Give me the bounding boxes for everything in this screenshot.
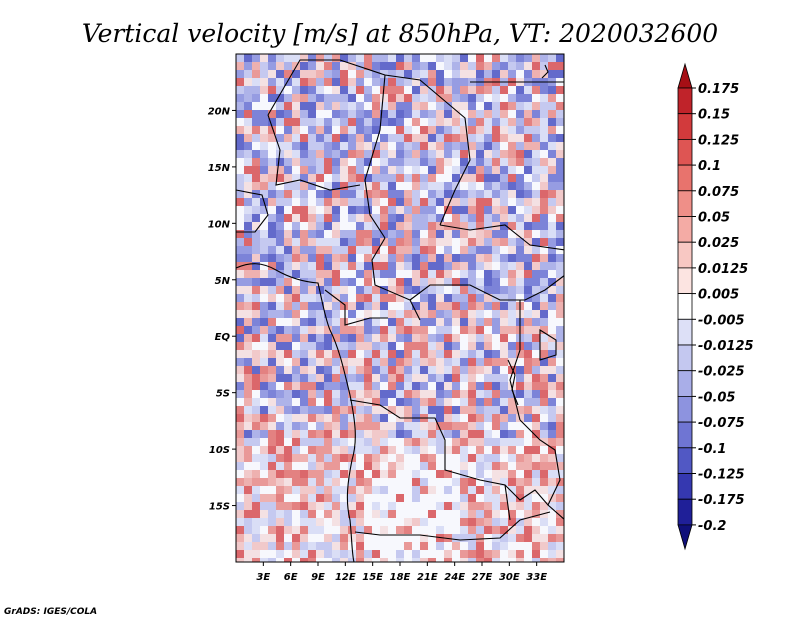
colorbar-label: -0.175: [698, 493, 745, 508]
x-tick-label: 24E: [444, 572, 465, 583]
colorbar-label: 0.1: [698, 159, 721, 174]
y-tick-label: EQ: [215, 332, 231, 343]
colorbar-label: -0.2: [698, 519, 726, 534]
x-tick-label: 18E: [390, 572, 411, 583]
colorbar-label: -0.05: [698, 390, 735, 405]
colorbar-segment: [677, 447, 693, 474]
x-tick-label: 15E: [362, 572, 383, 583]
colorbar: 0.175 0.15 0.125 0.1 0.075 0.05 0.025 0.0125 0.0…: [677, 62, 754, 551]
colorbar-segment: [677, 473, 693, 500]
vertical-velocity-field: [236, 54, 564, 562]
colorbar-label: -0.0125: [698, 339, 754, 354]
colorbar-segment: [677, 293, 693, 320]
x-tick-label: 30E: [499, 572, 520, 583]
y-tick-label: 5N: [215, 276, 231, 287]
y-tick-label: 15S: [209, 502, 230, 513]
y-tick-label: 10N: [208, 219, 231, 230]
y-axis: 20N 15N 10N 5N EQ 5S 10S 15S: [208, 106, 236, 513]
colorbar-segment: [677, 318, 693, 346]
colorbar-segment: [677, 421, 693, 449]
y-tick-label: 10S: [209, 445, 230, 456]
colorbar-segment: [677, 87, 693, 115]
x-tick-label: 9E: [311, 572, 325, 583]
colorbar-label: 0.05: [698, 211, 730, 226]
country-borders: [236, 59, 564, 562]
colorbar-segment: [677, 164, 693, 192]
chart-title: Vertical velocity [m/s] at 850hPa, VT: 2…: [82, 19, 718, 48]
colorbar-segment: [677, 395, 693, 423]
colorbar-segment: [677, 113, 693, 140]
x-tick-label: 27E: [472, 572, 493, 583]
colorbar-label: -0.005: [698, 313, 745, 328]
colorbar-segment: [677, 267, 693, 294]
colorbar-label: -0.075: [698, 416, 745, 431]
colorbar-top-arrow: [677, 62, 693, 89]
x-tick-label: 3E: [256, 572, 270, 583]
colorbar-segment: [677, 344, 693, 372]
x-tick-label: 33E: [526, 572, 547, 583]
colorbar-bottom-arrow: [677, 524, 693, 551]
colorbar-label: 0.075: [698, 185, 739, 200]
colorbar-label: 0.125: [698, 133, 739, 148]
colorbar-segment: [677, 190, 693, 217]
y-tick-label: 15N: [208, 163, 231, 174]
colorbar-label: 0.025: [698, 236, 739, 251]
x-tick-label: 21E: [417, 572, 438, 583]
colorbar-segment: [677, 138, 693, 166]
colorbar-label: -0.125: [698, 468, 745, 483]
colorbar-label: 0.175: [698, 82, 739, 97]
x-tick-label: 12E: [335, 572, 356, 583]
colorbar-segment: [677, 241, 693, 269]
colorbar-label: 0.15: [698, 108, 730, 123]
colorbar-label: -0.1: [698, 442, 726, 457]
colorbar-label: -0.025: [698, 365, 745, 380]
colorbar-label: 0.005: [698, 288, 739, 303]
colorbar-segment: [677, 498, 693, 526]
y-tick-label: 20N: [208, 106, 231, 117]
x-tick-label: 6E: [284, 572, 298, 583]
y-tick-label: 5S: [216, 389, 230, 400]
colorbar-segment: [677, 370, 693, 397]
x-axis: 3E 6E 9E 12E 15E 18E 21E 24E 27E 30E 33E: [256, 562, 547, 583]
grads-credit: GrADS: IGES/COLA: [4, 607, 97, 617]
colorbar-label: 0.0125: [698, 262, 748, 277]
colorbar-segment: [677, 216, 693, 243]
